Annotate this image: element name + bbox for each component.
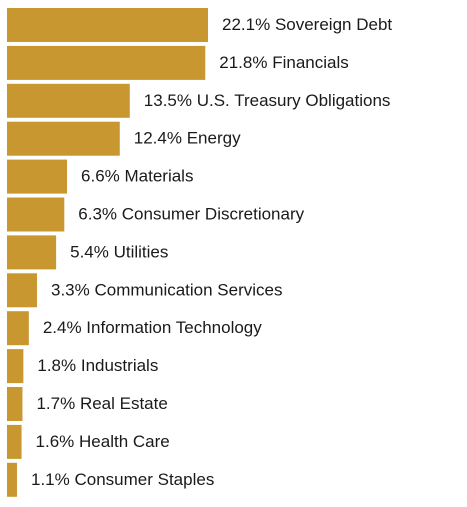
bar-label: 1.8% Industrials — [37, 357, 158, 376]
category-label: Communication Services — [94, 281, 282, 300]
bar — [7, 159, 68, 194]
bar-label: 1.1% Consumer Staples — [31, 470, 214, 489]
bar — [7, 349, 24, 384]
value-label: 1.6% — [36, 432, 75, 451]
bar — [7, 121, 120, 156]
category-label: Materials — [125, 167, 194, 186]
bar-label: 3.3% Communication Services — [51, 281, 283, 300]
category-label: Industrials — [81, 357, 158, 376]
bar-label: 6.3% Consumer Discretionary — [78, 205, 304, 224]
value-label: 2.4% — [43, 319, 82, 338]
value-label: 21.8% — [219, 53, 267, 72]
category-label: Real Estate — [80, 394, 168, 413]
bar-label: 22.1% Sovereign Debt — [222, 15, 392, 34]
value-label: 1.8% — [37, 357, 76, 376]
bar — [7, 235, 57, 270]
bar-label: 2.4% Information Technology — [43, 319, 262, 338]
value-label: 5.4% — [70, 243, 109, 262]
value-label: 6.6% — [81, 167, 120, 186]
bar — [7, 462, 18, 497]
category-label: Financials — [272, 53, 349, 72]
value-label: 1.7% — [36, 394, 75, 413]
bar — [7, 424, 22, 459]
bar-label: 5.4% Utilities — [70, 243, 168, 262]
category-label: Sovereign Debt — [275, 15, 392, 34]
category-label: Utilities — [114, 243, 169, 262]
bar-label: 12.4% Energy — [134, 129, 241, 148]
value-label: 12.4% — [134, 129, 182, 148]
bar-label: 6.6% Materials — [81, 167, 193, 186]
bar — [7, 8, 208, 42]
category-label: Energy — [187, 129, 241, 148]
bar — [7, 197, 65, 232]
bar-label: 1.7% Real Estate — [36, 394, 167, 413]
bar-label: 21.8% Financials — [219, 53, 348, 72]
category-label: U.S. Treasury Obligations — [197, 91, 391, 110]
bar — [7, 273, 38, 308]
value-label: 22.1% — [222, 15, 270, 34]
category-label: Health Care — [79, 432, 170, 451]
bar — [7, 45, 206, 80]
category-label: Information Technology — [86, 319, 262, 338]
bar — [7, 311, 29, 346]
category-label: Consumer Discretionary — [122, 205, 305, 224]
bar — [7, 387, 23, 421]
value-label: 3.3% — [51, 281, 90, 300]
bar — [7, 83, 130, 118]
bar-label: 13.5% U.S. Treasury Obligations — [144, 91, 391, 110]
bar-label: 1.6% Health Care — [36, 432, 170, 451]
value-label: 13.5% — [144, 91, 192, 110]
value-label: 1.1% — [31, 470, 70, 489]
value-label: 6.3% — [78, 205, 117, 224]
category-label: Consumer Staples — [74, 470, 214, 489]
